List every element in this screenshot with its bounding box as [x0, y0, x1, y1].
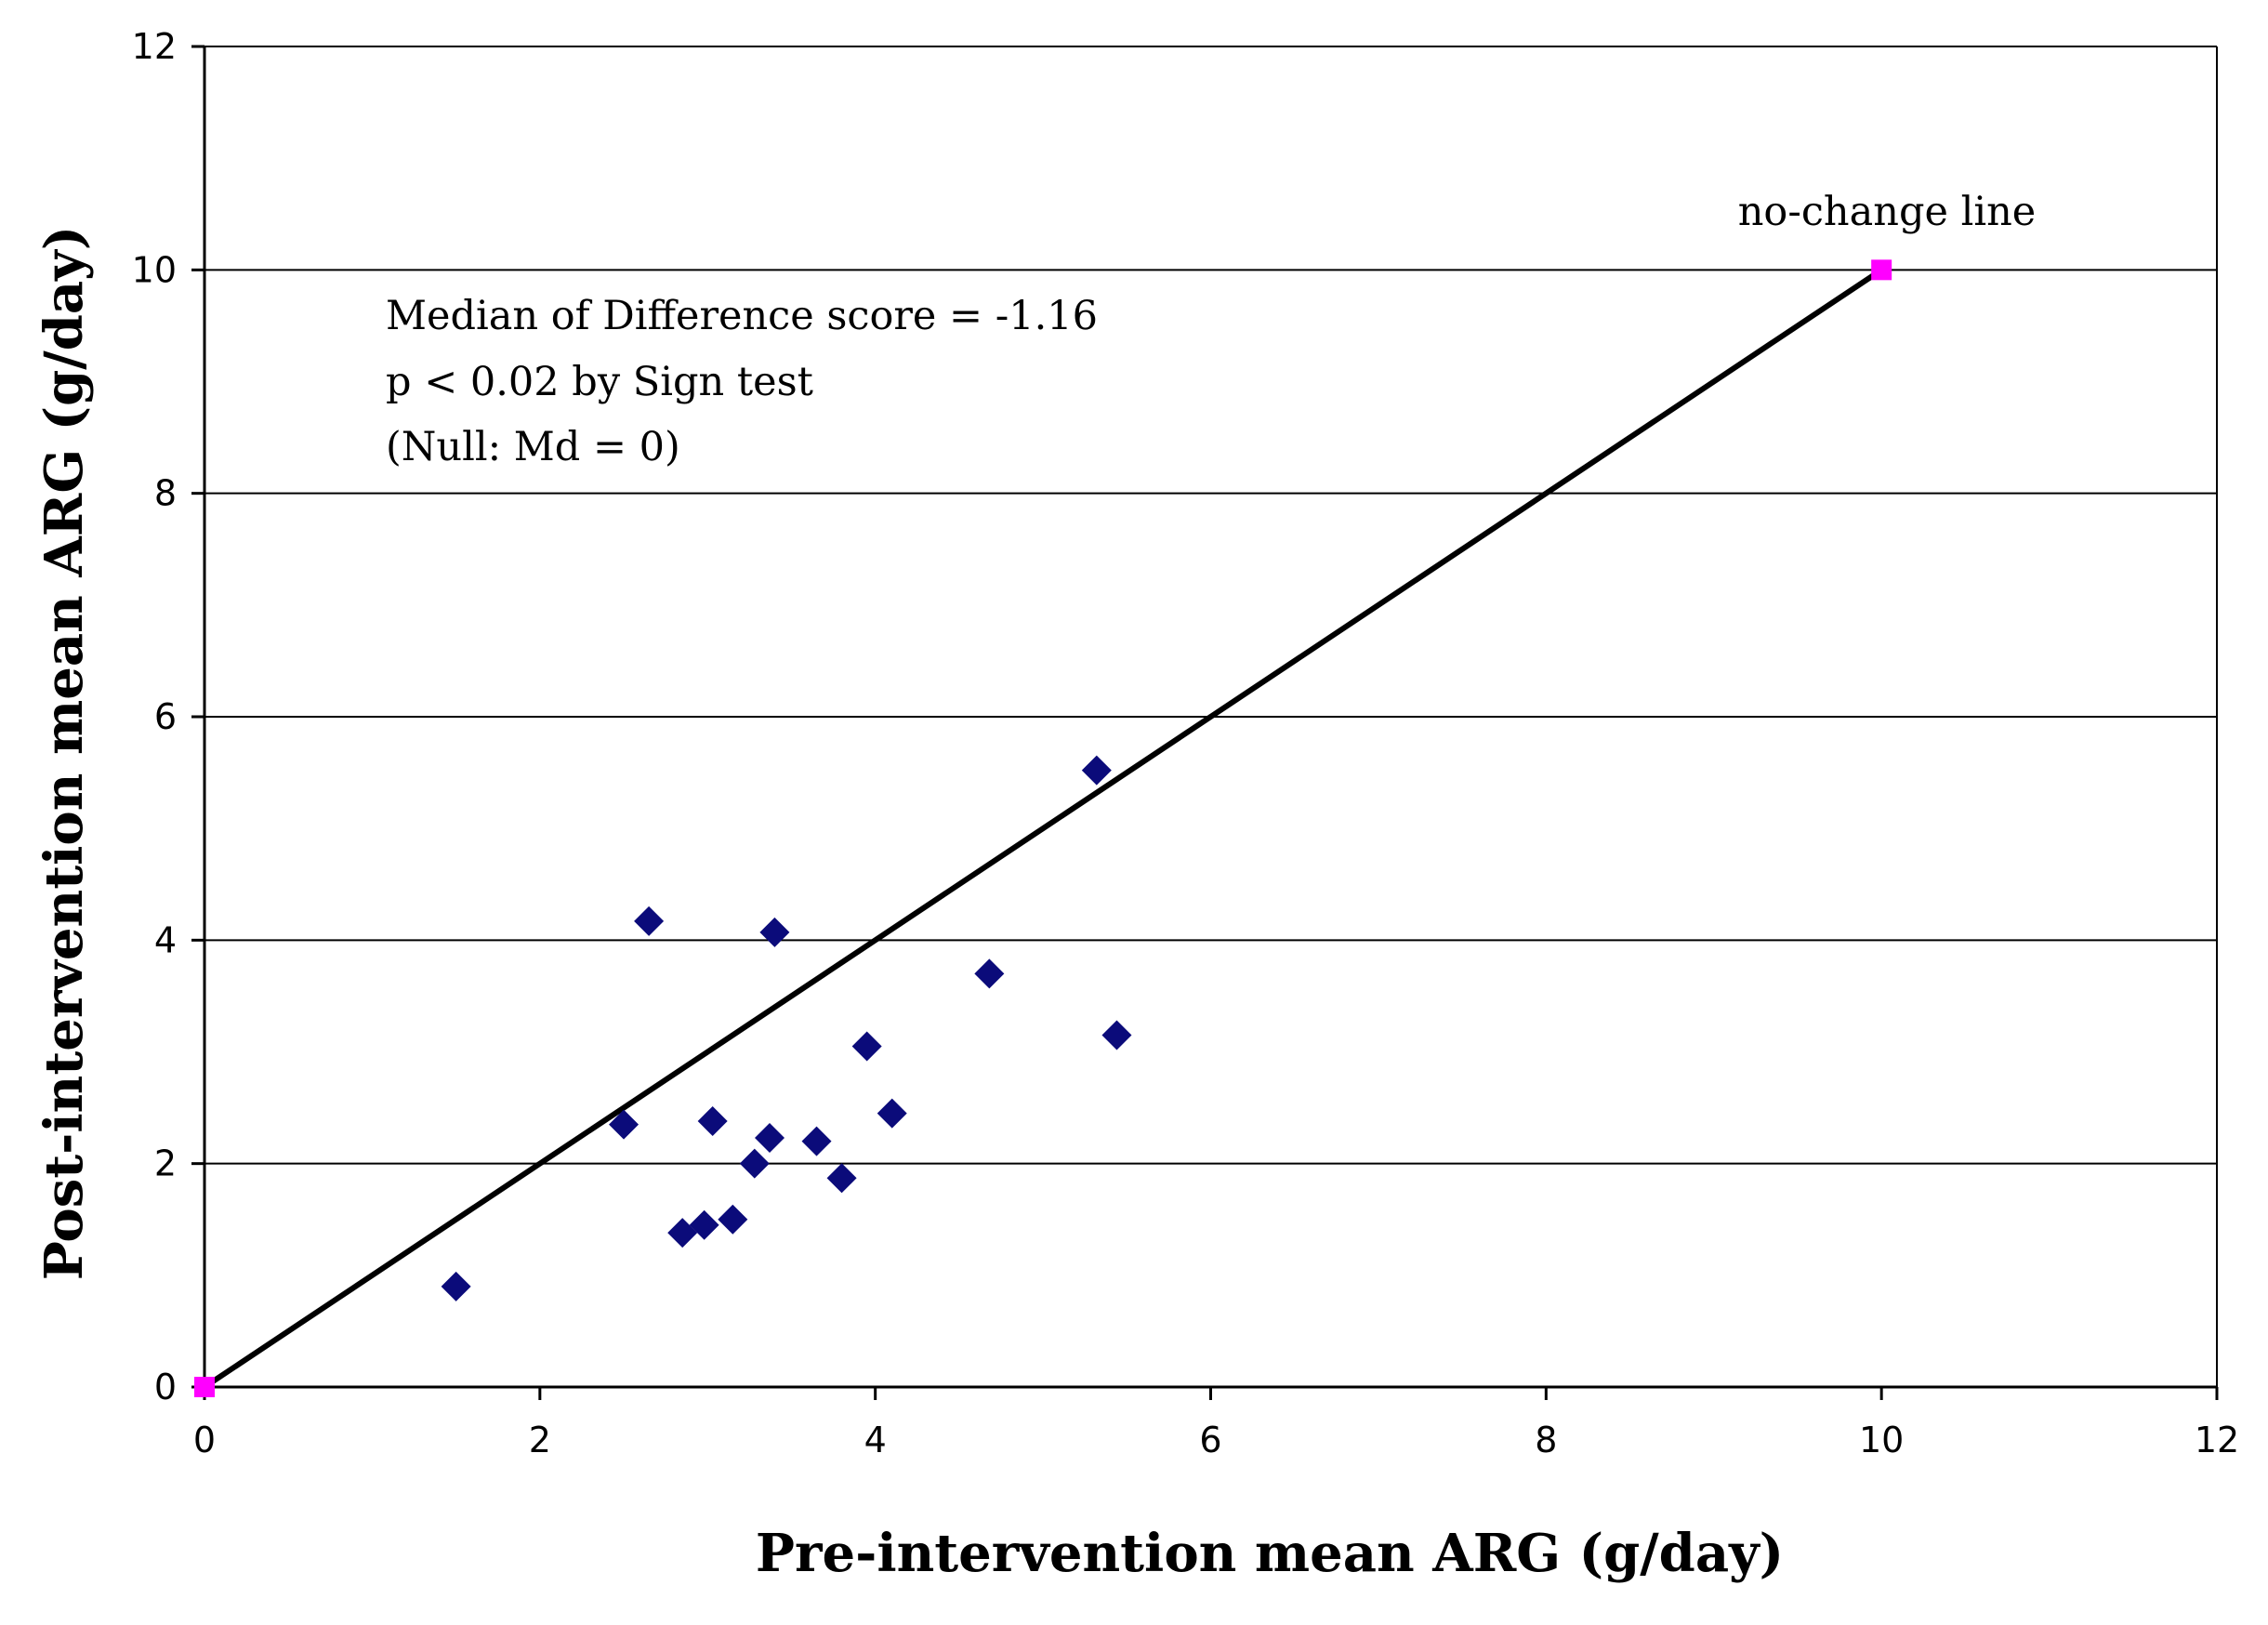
y-tick-label-8: 8 — [154, 473, 177, 514]
stats-line-null: (Null: Md = 0) — [386, 424, 680, 470]
data-point-7 — [739, 1148, 770, 1179]
no-change-line-group — [194, 259, 1892, 1397]
data-point-12 — [851, 1031, 882, 1062]
data-point-16 — [1101, 1020, 1132, 1050]
data-point-2 — [634, 905, 665, 936]
no-change-endpoint-1 — [1871, 259, 1892, 281]
y-tick-label-2: 2 — [154, 1143, 177, 1184]
x-tick-label-8: 8 — [1535, 1420, 1557, 1460]
data-point-5 — [697, 1106, 728, 1137]
data-point-15 — [1081, 755, 1112, 786]
x-tick-label-12: 12 — [2195, 1420, 2239, 1460]
no-change-endpoint-0 — [194, 1377, 215, 1397]
y-tick-label-4: 4 — [154, 919, 177, 960]
x-axis-title: Pre-intervention mean ARG (g/day) — [756, 1523, 1784, 1584]
axes — [191, 45, 2219, 1400]
x-tick-label-2: 2 — [529, 1420, 551, 1460]
data-point-11 — [826, 1163, 857, 1194]
y-tick-label-12: 12 — [132, 26, 177, 67]
data-point-1 — [609, 1109, 640, 1140]
tick-labels: 0 2 4 6 8 10 12 0 2 4 6 8 10 12 — [132, 26, 2240, 1460]
y-tick-label-10: 10 — [132, 249, 177, 290]
data-point-10 — [801, 1126, 832, 1156]
y-tick-label-6: 6 — [154, 696, 177, 737]
x-tick-label-6: 6 — [1199, 1420, 1221, 1460]
stats-line-p-value: p < 0.02 by Sign test — [386, 359, 813, 405]
data-points — [441, 755, 1132, 1301]
data-point-8 — [755, 1123, 785, 1154]
data-point-9 — [759, 917, 790, 947]
y-tick-label-0: 0 — [154, 1367, 177, 1407]
data-point-6 — [718, 1204, 748, 1235]
no-change-line — [203, 267, 1883, 1390]
no-change-label: no-change line — [1738, 189, 2037, 235]
x-tick-label-10: 10 — [1859, 1420, 1904, 1460]
data-point-14 — [974, 958, 1005, 989]
x-tick-label-0: 0 — [193, 1420, 216, 1460]
stats-line-median: Median of Difference score = -1.16 — [386, 293, 1098, 339]
data-point-0 — [441, 1271, 471, 1301]
y-axis-title: Post-intervention mean ARG (g/day) — [33, 226, 95, 1280]
x-tick-label-4: 4 — [864, 1420, 887, 1460]
data-point-4 — [689, 1209, 719, 1240]
data-point-13 — [877, 1098, 907, 1129]
